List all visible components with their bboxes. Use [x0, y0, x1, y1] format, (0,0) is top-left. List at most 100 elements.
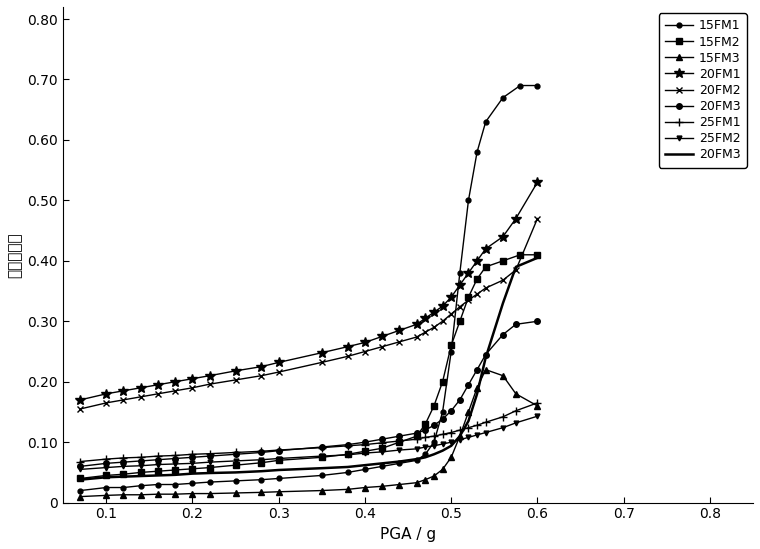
20FM3 — [464, 418, 473, 424]
15FM1 — [119, 484, 128, 491]
15FM2 — [231, 462, 240, 468]
Line: 25FM2: 25FM2 — [78, 414, 540, 472]
15FM3 — [395, 481, 404, 488]
20FM3 — [412, 456, 421, 462]
20FM2 — [421, 329, 430, 335]
20FM3 — [511, 264, 521, 270]
20FM2 — [360, 348, 369, 355]
15FM1 — [533, 82, 542, 89]
20FM3 — [429, 422, 439, 429]
20FM1 — [344, 343, 353, 350]
15FM1 — [344, 469, 353, 475]
15FM1 — [171, 481, 180, 488]
20FM1 — [499, 233, 508, 240]
25FM2 — [344, 452, 353, 458]
15FM3 — [455, 433, 464, 439]
25FM1 — [317, 444, 326, 451]
20FM2 — [102, 400, 111, 406]
25FM1 — [481, 419, 490, 425]
20FM3 — [154, 472, 163, 479]
25FM1 — [464, 424, 473, 431]
20FM3 — [188, 454, 197, 461]
15FM1 — [154, 481, 163, 488]
20FM3 — [344, 464, 353, 470]
20FM2 — [473, 291, 482, 298]
25FM2 — [154, 461, 163, 468]
20FM3 — [533, 318, 542, 324]
15FM2 — [455, 318, 464, 324]
25FM2 — [438, 441, 447, 447]
25FM2 — [511, 419, 521, 426]
20FM2 — [119, 396, 128, 403]
Line: 15FM2: 15FM2 — [78, 251, 540, 481]
20FM2 — [455, 304, 464, 310]
20FM2 — [231, 377, 240, 383]
Line: 20FM3: 20FM3 — [81, 258, 537, 480]
20FM2 — [274, 369, 283, 376]
20FM3 — [136, 473, 145, 479]
25FM2 — [231, 458, 240, 464]
15FM2 — [119, 471, 128, 478]
20FM3 — [447, 407, 456, 414]
Line: 25FM1: 25FM1 — [76, 399, 542, 466]
20FM3 — [154, 456, 163, 463]
20FM2 — [395, 339, 404, 345]
20FM1 — [257, 363, 266, 370]
20FM3 — [455, 433, 464, 439]
15FM2 — [515, 251, 524, 258]
15FM3 — [481, 366, 490, 373]
20FM3 — [499, 331, 508, 338]
25FM2 — [473, 432, 482, 438]
15FM3 — [421, 477, 430, 483]
20FM2 — [499, 277, 508, 283]
20FM1 — [231, 368, 240, 374]
20FM2 — [76, 406, 85, 412]
15FM2 — [257, 460, 266, 466]
20FM3 — [119, 459, 128, 466]
Line: 20FM1: 20FM1 — [75, 177, 543, 405]
25FM2 — [395, 447, 404, 453]
20FM2 — [511, 267, 521, 273]
15FM3 — [412, 479, 421, 486]
25FM2 — [499, 424, 508, 431]
20FM3 — [171, 472, 180, 478]
Line: 20FM2: 20FM2 — [77, 215, 541, 412]
25FM2 — [360, 450, 369, 456]
25FM1 — [205, 450, 214, 457]
25FM1 — [499, 413, 508, 420]
15FM3 — [447, 454, 456, 461]
20FM3 — [533, 255, 542, 261]
15FM2 — [473, 276, 482, 282]
20FM2 — [438, 318, 447, 324]
25FM1 — [76, 458, 85, 465]
25FM1 — [455, 427, 464, 433]
25FM1 — [102, 456, 111, 462]
15FM3 — [511, 390, 521, 397]
25FM1 — [378, 440, 387, 446]
15FM1 — [188, 480, 197, 486]
25FM1 — [533, 400, 542, 406]
15FM3 — [119, 491, 128, 498]
15FM2 — [360, 448, 369, 455]
20FM3 — [136, 458, 145, 464]
15FM3 — [274, 489, 283, 495]
15FM1 — [76, 488, 85, 494]
15FM1 — [481, 119, 490, 125]
20FM3 — [429, 451, 439, 457]
25FM1 — [395, 438, 404, 444]
20FM3 — [438, 447, 447, 454]
20FM1 — [378, 333, 387, 340]
15FM2 — [76, 475, 85, 482]
20FM3 — [395, 433, 404, 439]
25FM2 — [378, 449, 387, 455]
15FM2 — [317, 454, 326, 461]
15FM3 — [205, 490, 214, 497]
20FM1 — [171, 378, 180, 385]
20FM3 — [344, 441, 353, 448]
15FM1 — [412, 457, 421, 463]
25FM1 — [438, 431, 447, 438]
15FM3 — [257, 489, 266, 496]
25FM2 — [119, 463, 128, 469]
15FM2 — [102, 472, 111, 479]
15FM2 — [274, 457, 283, 463]
